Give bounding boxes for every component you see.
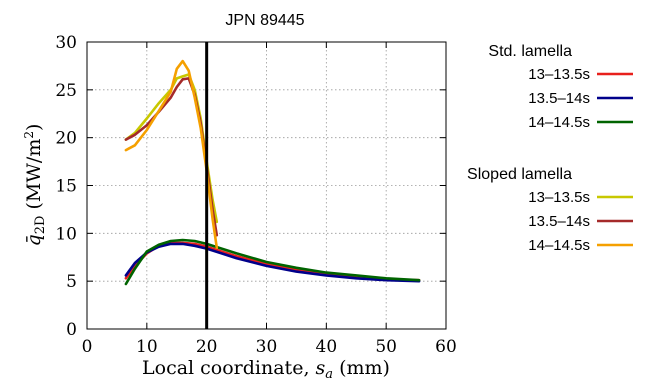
y-tick-label: 0 — [66, 320, 77, 340]
series-line — [124, 59, 219, 249]
y-tick-label: 10 — [55, 224, 77, 244]
x-tick-label: 60 — [435, 337, 457, 357]
x-axis-label: Local coordinate, sa (mm) — [142, 357, 390, 382]
x-tick-label: 20 — [196, 337, 218, 357]
legend-item-label: 13.5–14s — [528, 90, 590, 107]
x-tick-label: 40 — [316, 337, 338, 357]
y-tick-label: 30 — [55, 33, 77, 53]
x-tick-label: 50 — [375, 337, 397, 357]
y-tick-label: 25 — [55, 81, 77, 101]
y-axis-label-sup: 2 — [22, 131, 36, 139]
x-tick-label: 30 — [256, 337, 278, 357]
y-axis-label-close: ) — [23, 124, 45, 131]
x-tick-label: 10 — [136, 337, 158, 357]
x-axis-label-unit: (mm) — [333, 357, 390, 379]
x-tick-label: 0 — [82, 337, 93, 357]
series-lines — [124, 59, 421, 286]
legend-item-label: 13–13.5s — [528, 66, 590, 83]
y-axis-label: q̄2D (MW/m2) — [22, 124, 48, 247]
grid — [87, 42, 446, 329]
y-tick-label: 5 — [66, 272, 77, 292]
legend-group-title: Std. lamella — [488, 43, 572, 60]
x-axis-label-main: Local coordinate, — [142, 357, 316, 379]
axis-ticks: 0 10 20 30 40 50 60 0 5 10 15 20 25 30 — [55, 33, 456, 357]
y-axis-label-unit: (MW/m — [23, 139, 45, 216]
y-axis-label-sub: 2D — [33, 216, 48, 235]
chart-title: JPN 89445 — [225, 12, 304, 29]
series-line — [124, 241, 421, 282]
legend-item-label: 14–14.5s — [528, 114, 590, 131]
y-tick-label: 15 — [55, 177, 77, 197]
x-axis-label-var: s — [316, 357, 326, 379]
series-line — [124, 77, 219, 237]
legend: Std. lamella 13–13.5s 13.5–14s 14–14.5s Slop… — [467, 43, 633, 254]
legend-item-label: 13.5–14s — [528, 213, 590, 230]
legend-item-label: 14–14.5s — [528, 237, 590, 254]
y-axis-label-main: q̄ — [23, 234, 45, 246]
series-line — [124, 238, 421, 286]
legend-group-title: Sloped lamella — [467, 166, 572, 183]
legend-item-label: 13–13.5s — [528, 189, 590, 206]
x-axis-label-sub: a — [325, 367, 333, 382]
y-tick-label: 20 — [55, 129, 77, 149]
